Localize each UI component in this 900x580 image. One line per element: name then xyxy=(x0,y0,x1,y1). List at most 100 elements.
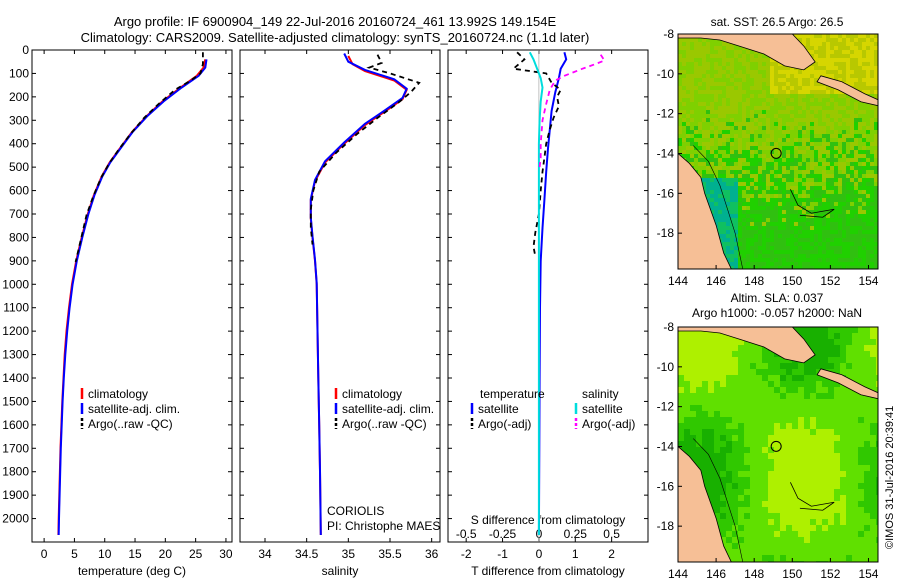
map-pixel xyxy=(870,82,875,87)
map-pixel xyxy=(802,94,807,99)
map-pixel xyxy=(722,174,727,179)
map-pixel xyxy=(806,134,811,139)
map-pixel xyxy=(778,106,783,111)
map-pixel xyxy=(814,98,819,103)
map-pixel xyxy=(778,254,783,259)
map-pixel xyxy=(846,258,851,263)
map-pixel xyxy=(774,198,779,203)
map-pixel xyxy=(794,74,799,79)
map-pixel xyxy=(794,174,799,179)
map-pixel xyxy=(838,66,843,71)
map-pixel xyxy=(834,399,841,406)
map-pixel xyxy=(756,417,763,424)
reef-contour xyxy=(790,482,835,511)
map-pixel xyxy=(866,182,871,187)
map-pixel xyxy=(876,525,878,532)
map-pixel xyxy=(762,266,767,269)
map-pixel xyxy=(734,242,739,247)
map-pixel xyxy=(678,150,683,155)
map-pixel xyxy=(818,250,823,255)
map-pixel xyxy=(834,210,839,215)
map-pixel xyxy=(756,543,763,550)
map-pixel xyxy=(814,198,819,203)
map-pixel xyxy=(838,54,843,59)
map-pixel xyxy=(780,399,787,406)
map-pixel xyxy=(758,170,763,175)
map-pixel xyxy=(774,202,779,207)
map-pixel xyxy=(698,134,703,139)
map-pixel xyxy=(822,190,827,195)
map-pixel xyxy=(798,158,803,163)
map-pixel xyxy=(738,114,743,119)
map-pixel xyxy=(702,82,707,87)
map-pixel xyxy=(720,495,727,502)
map-pixel xyxy=(702,90,707,95)
map-pixel xyxy=(710,70,715,75)
map-pixel xyxy=(810,110,815,115)
map-pixel xyxy=(862,146,867,151)
map-pixel xyxy=(870,230,875,235)
map-pixel xyxy=(768,387,775,394)
map-pixel xyxy=(750,393,757,400)
map-pixel xyxy=(840,357,847,364)
map-pixel xyxy=(714,507,721,514)
map-pixel xyxy=(720,453,727,460)
map-pixel xyxy=(756,477,763,484)
map-pixel xyxy=(842,150,847,155)
map-pixel xyxy=(718,78,723,83)
map-pixel xyxy=(846,38,851,43)
map-pixel xyxy=(756,351,763,358)
map-pixel xyxy=(726,238,731,243)
map-pixel xyxy=(854,86,859,91)
map-pixel xyxy=(798,459,805,466)
map-pixel xyxy=(810,54,815,59)
map-pixel xyxy=(738,222,743,227)
map-pixel xyxy=(722,142,727,147)
map-pixel xyxy=(754,126,759,131)
map-pixel xyxy=(838,226,843,231)
map-pixel xyxy=(686,54,691,59)
map-pixel xyxy=(866,190,871,195)
map-pixel xyxy=(690,345,697,352)
map-pixel xyxy=(766,166,771,171)
map-pixel xyxy=(758,86,763,91)
map-pixel xyxy=(790,186,795,191)
map-pixel xyxy=(686,122,691,127)
map-pixel xyxy=(822,46,827,51)
map-pixel xyxy=(810,114,815,119)
map-pixel xyxy=(732,447,739,454)
map-pixel xyxy=(746,70,751,75)
map-pixel xyxy=(702,351,709,358)
map-pixel xyxy=(862,122,867,127)
map-pixel xyxy=(734,54,739,59)
map-pixel xyxy=(738,202,743,207)
map-pixel xyxy=(846,158,851,163)
map-pixel xyxy=(750,513,757,520)
map-pixel xyxy=(766,114,771,119)
map-pixel xyxy=(870,555,877,562)
map-pixel xyxy=(690,339,697,346)
map-pixel xyxy=(814,130,819,135)
map-pixel xyxy=(762,162,767,167)
map-pixel xyxy=(842,42,847,47)
map-pixel xyxy=(858,250,863,255)
map-pixel xyxy=(738,94,743,99)
map-pixel xyxy=(826,258,831,263)
map-pixel xyxy=(694,70,699,75)
map-pixel xyxy=(754,102,759,107)
map-pixel xyxy=(734,146,739,151)
map-pixel xyxy=(774,465,781,472)
map-pixel xyxy=(738,230,743,235)
map-pixel xyxy=(730,130,735,135)
map-pixel xyxy=(730,90,735,95)
map-pixel xyxy=(846,110,851,115)
map-pixel xyxy=(762,453,769,460)
map-pixel xyxy=(846,98,851,103)
map-pixel xyxy=(838,50,843,55)
map-pixel xyxy=(846,178,851,183)
map-pixel xyxy=(838,182,843,187)
map-pixel xyxy=(834,146,839,151)
map-pixel xyxy=(790,226,795,231)
map-pixel xyxy=(810,258,815,263)
map-pixel xyxy=(854,170,859,175)
